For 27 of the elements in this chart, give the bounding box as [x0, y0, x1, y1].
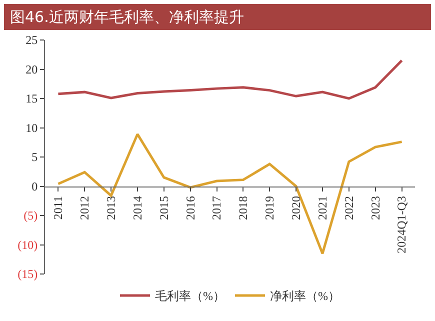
x-tick-label: 2015	[156, 196, 171, 220]
x-tick-label: 2017	[210, 196, 224, 220]
y-tick-label: 15	[26, 92, 38, 106]
line-series	[56, 59, 404, 100]
legend-label: 净利率（%）	[270, 289, 340, 304]
chart-title: 图46.近两财年毛利率、净利率提升	[4, 4, 431, 30]
x-tick-label: 2014	[130, 196, 144, 220]
x-tick-label: 2024Q1-Q3	[394, 196, 409, 254]
x-tick-label: 2019	[262, 196, 277, 220]
y-tick-label: (5)	[24, 208, 38, 223]
y-tick-label: 20	[26, 62, 38, 76]
x-tick-label: 2011	[51, 196, 66, 220]
y-tick-label: (15)	[18, 267, 38, 282]
x-tick-label: 2020	[288, 196, 303, 220]
y-tick-label: 25	[26, 33, 38, 48]
x-tick-label: 2022	[342, 196, 356, 220]
y-tick-label: 0	[32, 179, 38, 194]
x-tick-label: 2023	[368, 196, 382, 220]
y-tick-label: 5	[32, 150, 38, 164]
legend-label: 毛利率（%）	[155, 289, 225, 304]
x-tick-label: 2021	[315, 196, 330, 220]
x-tick-label: 2013	[104, 196, 118, 220]
x-tick-label: 2012	[78, 196, 92, 220]
x-tick-label: 2018	[236, 196, 250, 220]
y-tick-label: (10)	[18, 238, 38, 252]
x-tick-label: 2016	[183, 196, 198, 220]
y-tick-label: 10	[26, 120, 38, 135]
